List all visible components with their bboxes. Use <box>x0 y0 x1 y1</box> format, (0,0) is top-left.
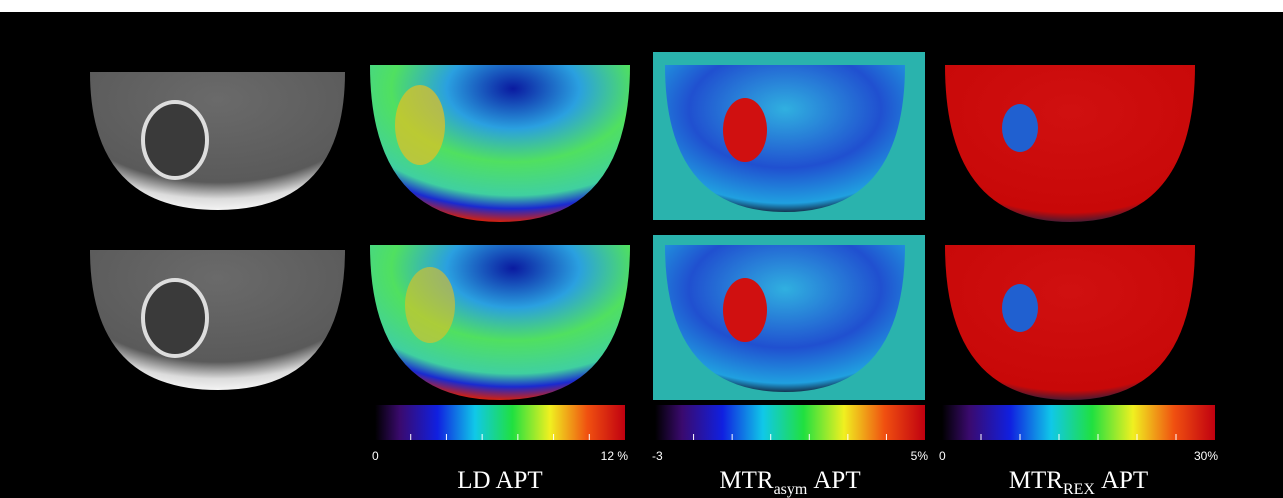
colorbar-max-label: 5% <box>911 449 929 463</box>
title-base: LD APT <box>457 467 542 494</box>
colorbar-min-label: -3 <box>652 449 663 463</box>
colorbar-min-label: 0 <box>939 449 946 463</box>
colorbar-title: LD APT <box>457 467 542 494</box>
title-suffix: APT <box>1101 467 1148 494</box>
colorbar-title: MTRREX APT <box>1009 467 1148 498</box>
colorbar-max-label: 30% <box>1194 449 1218 463</box>
title-subscript: REX <box>1063 481 1095 498</box>
title-suffix: APT <box>813 467 860 494</box>
title-base: MTR <box>719 467 774 494</box>
colorbar-max-label: 12 % <box>601 449 629 463</box>
colorbar <box>942 405 1215 440</box>
colorbar-min-label: 0 <box>372 449 379 463</box>
mri-row-2 <box>90 235 1195 400</box>
colorbar-title: MTRasym APT <box>719 467 860 498</box>
colorbar <box>655 405 925 440</box>
title-subscript: asym <box>774 481 808 498</box>
mri-row-1 <box>90 52 1195 222</box>
colorbar <box>375 405 625 440</box>
title-base: MTR <box>1009 467 1064 494</box>
